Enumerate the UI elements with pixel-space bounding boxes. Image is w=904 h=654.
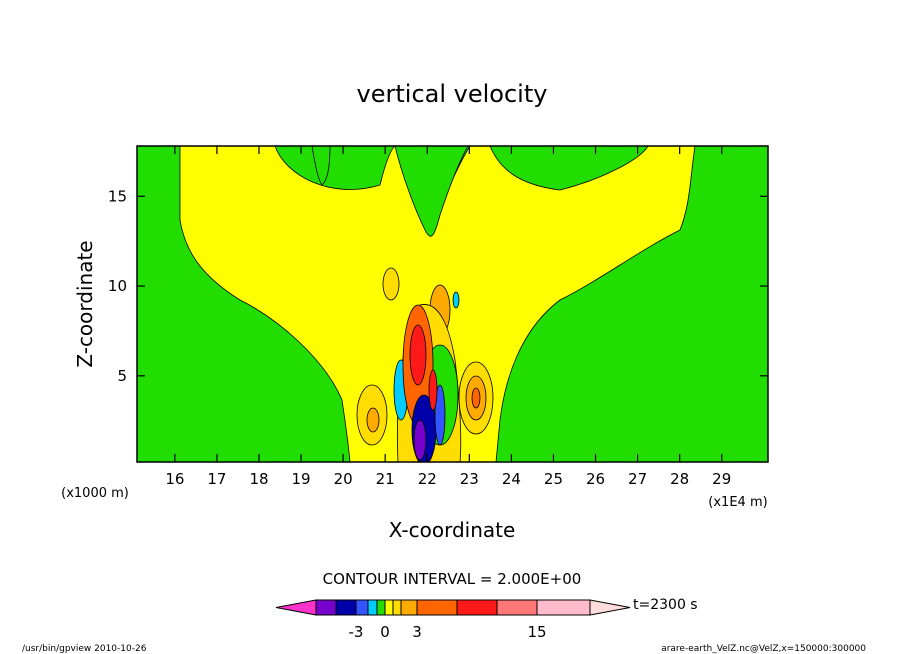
core-red — [409, 324, 427, 386]
chart-title: vertical velocity — [357, 80, 548, 108]
level-blob — [471, 387, 481, 409]
x-tick-label: 25 — [544, 470, 563, 488]
core-cyan — [434, 384, 446, 446]
x-axis-label: X-coordinate — [389, 518, 516, 542]
colorbar-segment — [384, 599, 394, 616]
colorbar-segment — [335, 599, 357, 616]
footer-left: /usr/bin/gpview 2010-10-26 — [22, 644, 147, 654]
y-tick-label: 5 — [117, 367, 127, 385]
x-tick-label: 20 — [334, 470, 353, 488]
core-purple — [413, 419, 427, 461]
colorbar-segment — [315, 599, 337, 616]
y-unit-label: (x1000 m) — [61, 486, 129, 501]
x-tick-label: 18 — [249, 470, 268, 488]
x-tick-label: 27 — [628, 470, 647, 488]
colorbar-arrow-low — [275, 599, 317, 616]
colorbar-segment — [456, 599, 498, 616]
x-tick-label: 23 — [460, 470, 479, 488]
y-tick-label: 10 — [108, 277, 127, 295]
colorbar-segment — [496, 599, 538, 616]
contour-interval-label: CONTOUR INTERVAL = 2.000E+00 — [323, 570, 582, 588]
x-axis: 16 17 18 19 20 21 22 23 24 25 26 27 28 29 — [165, 146, 731, 488]
colorbar-tick-label: 15 — [527, 623, 546, 641]
core-red2 — [428, 369, 438, 411]
footer-right: arare-earth_VelZ.nc@VelZ,x=150000:300000 — [661, 644, 866, 654]
colorbar-segment — [376, 599, 386, 616]
y-axis-label: Z-coordinate — [73, 240, 97, 367]
colorbar-segment — [400, 599, 418, 616]
x-tick-label: 19 — [292, 470, 311, 488]
colorbar-tick-label: 3 — [412, 623, 422, 641]
x-tick-label: 17 — [207, 470, 226, 488]
x-tick-label: 29 — [712, 470, 731, 488]
colorbar-segment — [355, 599, 369, 616]
colorbar-segment — [416, 599, 458, 616]
colorbar-ticks: -3 0 3 15 — [349, 623, 547, 641]
green-island-left — [311, 146, 331, 186]
x-unit-label: (x1E4 m) — [708, 495, 767, 510]
colorbar-arrow-high — [589, 599, 631, 616]
x-tick-label: 28 — [670, 470, 689, 488]
colorbar — [275, 599, 631, 616]
y-axis: 5 10 15 — [108, 187, 768, 385]
level-blob — [366, 407, 380, 433]
level-blob — [452, 291, 460, 309]
time-label: t=2300 s — [633, 597, 698, 613]
x-tick-label: 26 — [586, 470, 605, 488]
y-tick-label: 15 — [108, 187, 127, 205]
colorbar-tick-label: -3 — [349, 623, 364, 641]
x-tick-label: 16 — [165, 470, 184, 488]
x-tick-label: 21 — [376, 470, 395, 488]
plot-frame — [136, 145, 769, 463]
x-tick-label: 24 — [502, 470, 521, 488]
green-island-center — [394, 146, 469, 237]
colorbar-segment — [392, 599, 402, 616]
colorbar-tick-label: 0 — [380, 623, 390, 641]
plot-area — [137, 146, 768, 462]
colorbar-segment — [536, 599, 591, 616]
level-blob — [382, 267, 400, 301]
x-tick-label: 22 — [418, 470, 437, 488]
colorbar-segment — [367, 599, 378, 616]
